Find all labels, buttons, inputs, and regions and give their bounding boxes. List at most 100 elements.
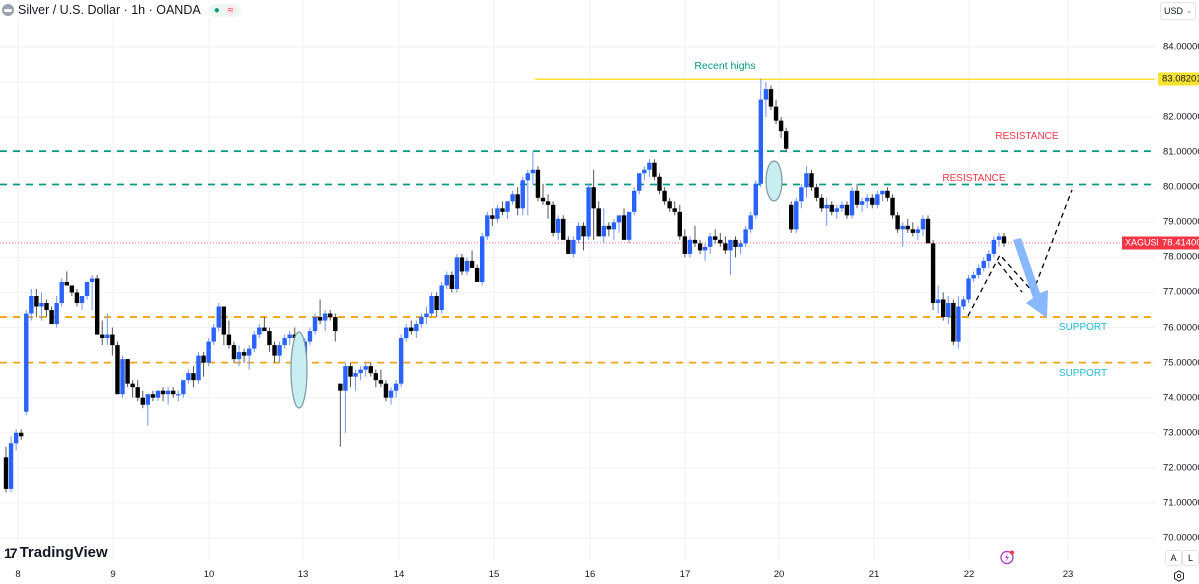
candle-body	[444, 274, 449, 286]
candle-body	[652, 162, 657, 177]
candle-body	[84, 281, 90, 296]
candle-body	[505, 201, 510, 212]
candle-body	[510, 194, 515, 202]
candle-body	[267, 331, 272, 346]
candle-body	[773, 106, 779, 121]
candle-body	[429, 295, 434, 314]
time-axis-label: 16	[584, 569, 596, 580]
lightning-alert-icon[interactable]	[999, 549, 1015, 565]
candle-body	[946, 303, 951, 318]
candle-body	[454, 257, 460, 289]
candle-body	[672, 208, 677, 212]
candle-body	[18, 432, 24, 437]
candle-body	[768, 89, 774, 107]
tradingview-mark-icon: 17	[4, 544, 18, 561]
candle-body	[702, 246, 708, 251]
price-axis-label: 81.00000	[1163, 146, 1199, 158]
candle-body	[378, 380, 384, 384]
candle-body	[282, 338, 287, 346]
candle-body	[753, 183, 758, 216]
candle-body	[667, 201, 672, 209]
symbol-title[interactable]: Silver / U.S. Dollar · 1h · OANDA	[18, 3, 201, 17]
forecast-arrow-icon	[1013, 238, 1048, 318]
candle-body	[631, 190, 637, 212]
candle-body	[915, 229, 921, 233]
tradingview-logo[interactable]: 17 TradingView	[4, 544, 108, 561]
candle-body	[748, 215, 753, 230]
candle-body	[459, 257, 465, 272]
candle-body	[186, 373, 191, 381]
candle-body	[647, 162, 652, 170]
price-axis-label: 76.00000	[1163, 322, 1199, 334]
candle-body	[718, 239, 723, 244]
candle-body	[535, 169, 541, 198]
candle-body	[819, 197, 824, 209]
candle-body	[231, 345, 237, 360]
candle-body	[576, 225, 581, 240]
candle-body	[839, 204, 845, 209]
candle-body	[226, 334, 232, 346]
candle-body	[515, 194, 520, 209]
candle-body	[277, 345, 282, 356]
settings-gear-icon[interactable]	[1173, 570, 1185, 582]
candle-body	[49, 310, 54, 325]
candle-body	[424, 313, 429, 318]
candle-body	[500, 208, 505, 212]
candle-body	[3, 457, 9, 489]
price-axis-label: 72.00000	[1163, 462, 1199, 474]
candle-body	[961, 299, 966, 307]
candle-body	[13, 432, 19, 444]
candle-body	[525, 173, 530, 181]
chart-legend-header[interactable]: Silver / U.S. Dollar · 1h · OANDA ● ≈	[2, 3, 246, 17]
candle-body	[29, 295, 34, 314]
candle-body	[485, 215, 490, 237]
candle-body	[348, 366, 353, 377]
time-axis-label: 21	[868, 569, 880, 580]
price-axis-label: 73.00000	[1163, 427, 1199, 439]
candle-body	[561, 218, 566, 240]
candle-body	[241, 352, 247, 356]
candle-body	[34, 295, 39, 307]
candle-body	[54, 303, 59, 325]
candle-body	[880, 190, 885, 195]
time-axis-label: 17	[679, 569, 691, 580]
candle-body	[606, 225, 612, 230]
market-status-pill[interactable]: ● ≈	[208, 3, 242, 17]
candle-body	[160, 390, 166, 395]
time-axis-label: 8	[15, 569, 21, 580]
candle-body	[449, 274, 455, 289]
candle-body	[373, 373, 379, 381]
candle-body	[662, 190, 667, 202]
support-lower-label: SUPPORT	[1058, 368, 1108, 379]
candle-body	[986, 253, 992, 261]
candle-body	[905, 225, 910, 230]
candle-body	[191, 373, 196, 381]
candle-body	[951, 303, 956, 342]
candle-body	[586, 187, 591, 237]
candle-body	[581, 225, 586, 237]
log-scale-button[interactable]: L	[1182, 550, 1199, 566]
candle-body	[100, 334, 105, 339]
price-axis-label: 80.00000	[1163, 181, 1199, 193]
chevron-down-icon: ⌄	[1186, 8, 1192, 15]
candle-body	[682, 236, 688, 254]
candle-body	[930, 243, 936, 304]
candle-body	[176, 394, 181, 396]
candle-body	[713, 236, 718, 240]
candle-body	[74, 292, 80, 304]
candle-body	[956, 306, 961, 342]
candle-body	[343, 366, 348, 391]
candle-body	[165, 390, 171, 395]
candle-body	[540, 197, 546, 202]
resistance-upper-label: RESISTANCE	[995, 131, 1059, 142]
auto-scale-button[interactable]: A	[1165, 550, 1182, 566]
candle-body	[1001, 236, 1007, 244]
candle-body	[469, 260, 475, 268]
candle-body	[601, 225, 606, 237]
candle-body	[935, 299, 941, 304]
candle-body	[363, 366, 368, 370]
price-axis-label: 84.00000	[1163, 41, 1199, 53]
currency-dropdown[interactable]: USD ⌄	[1160, 2, 1196, 20]
time-axis-label: 10	[203, 569, 215, 580]
